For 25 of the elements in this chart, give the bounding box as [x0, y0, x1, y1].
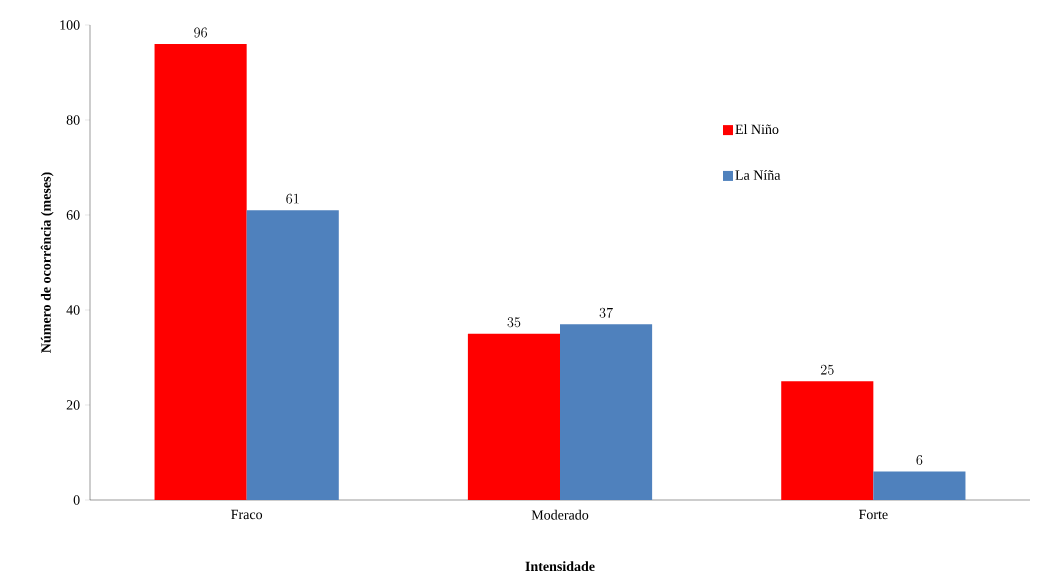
- bar: [154, 44, 247, 500]
- y-axis-title: Número de ocorrência (meses): [40, 172, 54, 353]
- y-tick-label: 80: [66, 115, 80, 125]
- data-label: 61: [286, 193, 299, 204]
- y-tick-label: 20: [66, 400, 80, 410]
- y-tick-label: 0: [73, 495, 80, 505]
- bar: [873, 471, 966, 500]
- data-label: 37: [599, 307, 613, 318]
- y-tick-label: 100: [60, 20, 80, 30]
- x-tick-label: Fraco: [231, 509, 263, 520]
- y-tick-label: 40: [66, 305, 80, 315]
- bar: [781, 381, 874, 500]
- x-axis-title: Intensidade: [525, 561, 595, 572]
- bar: [246, 210, 339, 500]
- data-label: 25: [820, 364, 834, 375]
- data-label: 6: [916, 455, 923, 465]
- legend-label: El Niño: [735, 124, 779, 135]
- x-tick-label: Moderado: [531, 509, 589, 520]
- x-tick-label: Forte: [858, 509, 888, 520]
- y-tick-label: 60: [66, 210, 80, 220]
- data-label: 35: [507, 317, 521, 328]
- data-label: 96: [194, 27, 208, 38]
- bar: [467, 333, 561, 500]
- bar: [560, 324, 653, 500]
- legend-label: La Níña: [735, 170, 781, 180]
